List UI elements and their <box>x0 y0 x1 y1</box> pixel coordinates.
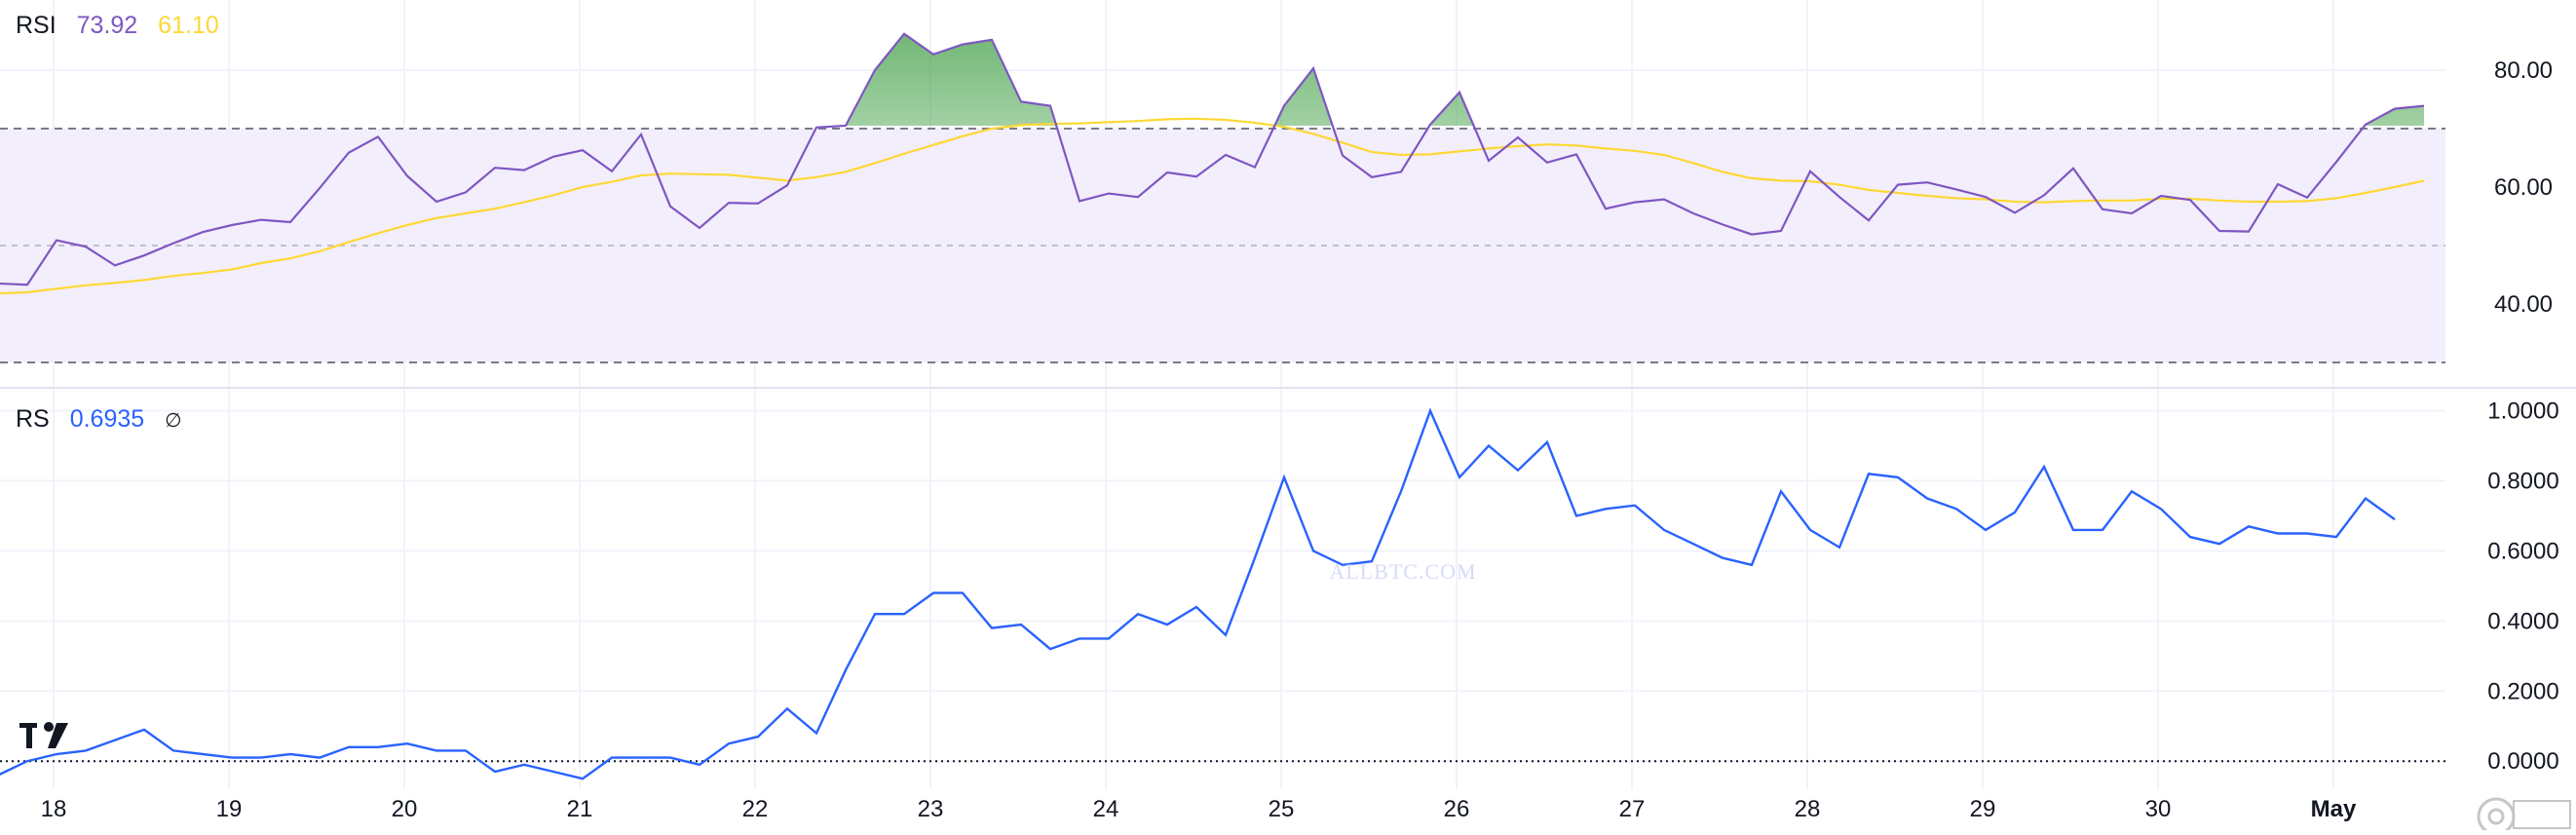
rs-y-tick-label: 0.0000 <box>2487 748 2558 775</box>
rsi-band-layer <box>0 128 2445 763</box>
rsi-legend-value: 73.92 <box>76 12 138 39</box>
x-tick-label: 27 <box>1619 796 1646 822</box>
rs-line <box>0 407 2396 780</box>
rsi-ma-line <box>0 117 2425 295</box>
rs-y-tick-label: 0.4000 <box>2487 608 2558 634</box>
rsi-line <box>0 32 2425 286</box>
rsi-overbought-fill <box>846 33 2424 126</box>
x-tick-label: 19 <box>216 796 243 822</box>
rs-y-tick-label: 0.6000 <box>2487 538 2558 564</box>
x-tick-label: 18 <box>41 796 67 822</box>
x-tick-label: May <box>2311 796 2357 822</box>
x-tick-label: 20 <box>392 796 418 822</box>
rs-y-tick-label: 0.2000 <box>2487 678 2558 704</box>
x-tick-label: 23 <box>918 796 944 822</box>
rsi-y-tick-label: 60.00 <box>2494 174 2553 201</box>
rsi-legend-name: RSI <box>16 12 57 39</box>
rsi-y-tick-label: 40.00 <box>2494 291 2553 318</box>
rs-legend-name: RS <box>16 405 50 433</box>
rs-legend[interactable]: RS 0.6935 ∅ <box>16 405 196 434</box>
x-tick-label: 26 <box>1444 796 1470 822</box>
series-layer <box>0 32 2425 780</box>
grid-layer <box>0 0 2445 789</box>
x-tick-label: 25 <box>1269 796 1295 822</box>
x-tick-label: 24 <box>1093 796 1119 822</box>
rsi-y-tick-label: 80.00 <box>2494 57 2553 84</box>
watermark: ALLBTC.COM <box>1329 559 1476 584</box>
rs-y-tick-label: 0.8000 <box>2487 469 2558 495</box>
visibility-toggle-icon[interactable]: ∅ <box>165 410 182 432</box>
x-tick-label: 22 <box>742 796 769 822</box>
x-tick-label: 30 <box>2145 796 2172 822</box>
rsi-legend-ma-value: 61.10 <box>158 12 219 39</box>
site-badge <box>2477 797 2571 835</box>
rs-y-tick-label: 1.0000 <box>2487 399 2558 425</box>
x-tick-label: 21 <box>567 796 593 822</box>
tradingview-logo[interactable] <box>19 722 68 748</box>
x-tick-label: 29 <box>1970 796 1996 822</box>
rsi-legend[interactable]: RSI 73.92 61.10 <box>16 12 233 40</box>
axis-layer: 18 19 20 21 22 23 24 25 26 27 28 29 30 May 80.00 60.00 4… <box>41 57 2559 822</box>
rs-legend-value: 0.6935 <box>69 405 145 433</box>
x-tick-label: 28 <box>1795 796 1821 822</box>
